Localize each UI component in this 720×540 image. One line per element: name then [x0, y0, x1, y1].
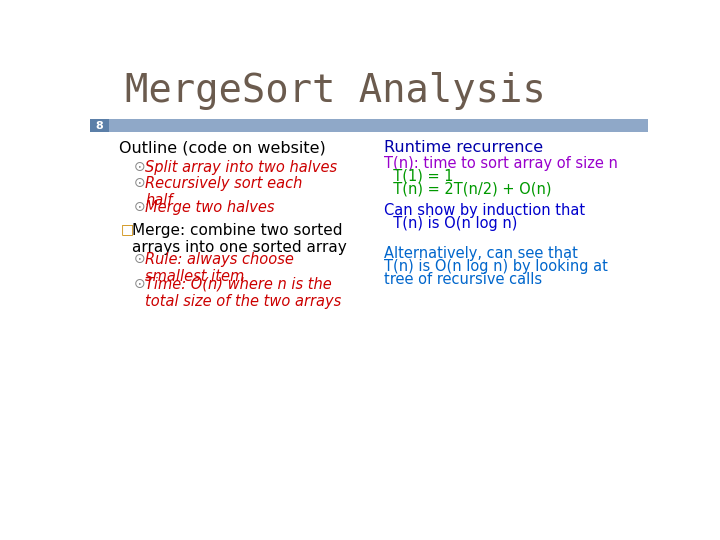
Text: T(n) is O(n log n) by looking at: T(n) is O(n log n) by looking at [384, 259, 608, 274]
Text: ⊙: ⊙ [133, 200, 145, 214]
Text: Time: O(n) where n is the
total size of the two arrays: Time: O(n) where n is the total size of … [145, 276, 341, 309]
Text: MergeSort Analysis: MergeSort Analysis [125, 72, 546, 111]
Text: Merge two halves: Merge two halves [145, 200, 274, 215]
Text: Alternatively, can see that: Alternatively, can see that [384, 246, 578, 261]
Text: Outline (code on website): Outline (code on website) [120, 140, 326, 156]
Text: □: □ [121, 222, 134, 237]
Text: T(1) = 1: T(1) = 1 [384, 168, 454, 184]
Text: T(n) is O(n log n): T(n) is O(n log n) [384, 215, 518, 231]
Text: Rule: always choose
smallest item: Rule: always choose smallest item [145, 252, 294, 284]
Text: 8: 8 [96, 120, 103, 131]
Text: Runtime recurrence: Runtime recurrence [384, 140, 544, 156]
Text: T(n) = 2T(n/2) + O(n): T(n) = 2T(n/2) + O(n) [384, 182, 552, 197]
Text: T(n): time to sort array of size n: T(n): time to sort array of size n [384, 156, 618, 171]
Text: ⊙: ⊙ [133, 276, 145, 291]
Text: Merge: combine two sorted
arrays into one sorted array: Merge: combine two sorted arrays into on… [132, 222, 346, 255]
Bar [90, 119, 648, 132]
Text: Recursively sort each
half: Recursively sort each half [145, 176, 302, 208]
Text: ⊙: ⊙ [133, 159, 145, 173]
Text: ⊙: ⊙ [133, 252, 145, 266]
Text: ⊙: ⊙ [133, 176, 145, 190]
Text: tree of recursive calls: tree of recursive calls [384, 272, 543, 287]
Text: Split array into two halves: Split array into two halves [145, 159, 337, 174]
Text: Can show by induction that: Can show by induction that [384, 202, 585, 218]
Bar [90, 119, 109, 132]
